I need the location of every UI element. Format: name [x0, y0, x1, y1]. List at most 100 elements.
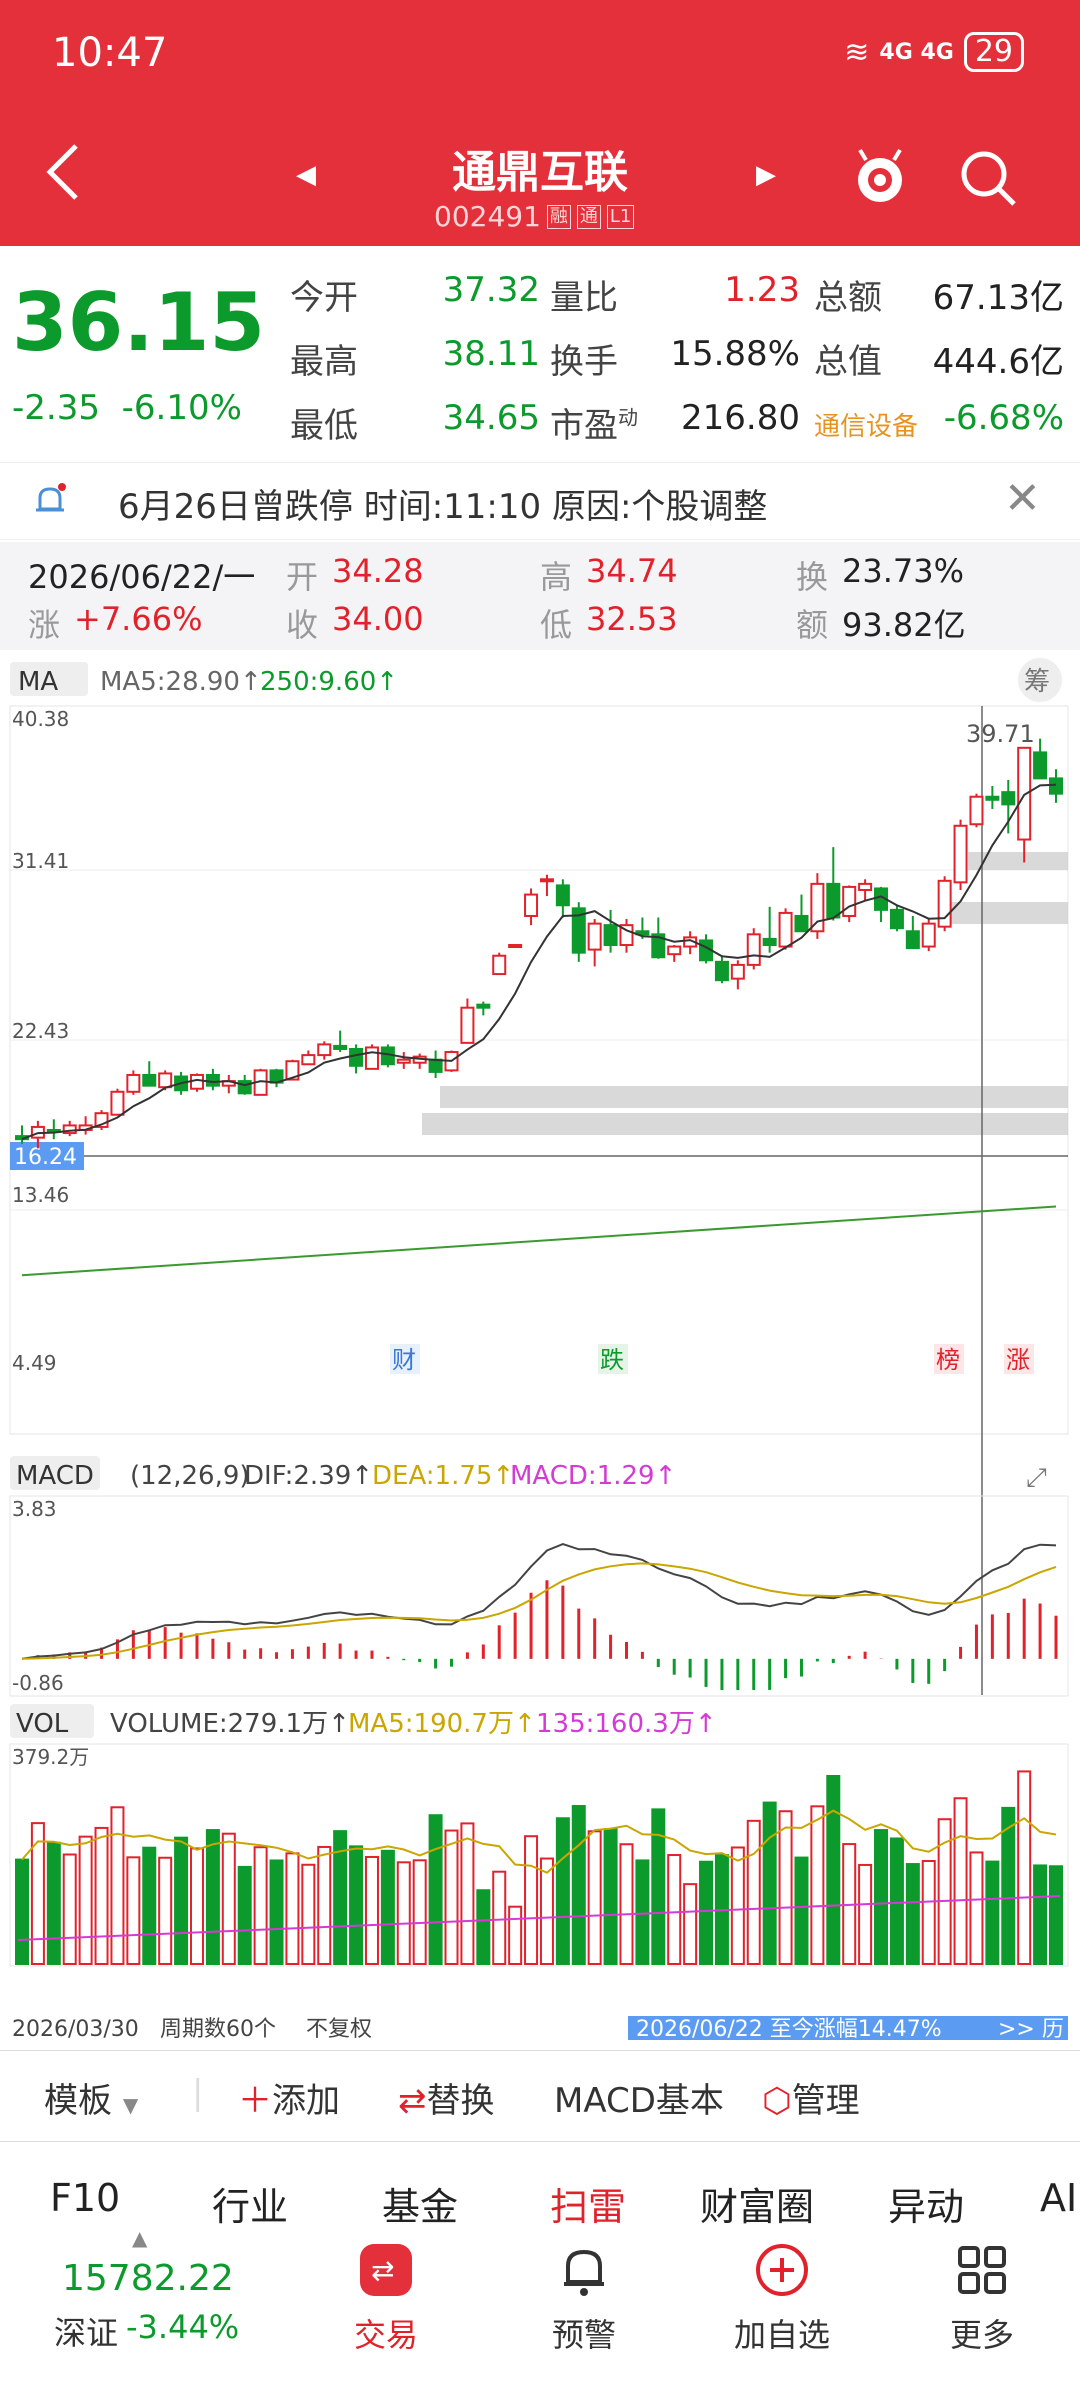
add-circle-icon [756, 2244, 808, 2296]
tag-level1: L1 [606, 204, 635, 229]
status-bar: 10:47 ≋ 4G 4G 29 [0, 0, 1080, 110]
volume-bar [15, 1858, 29, 1965]
previous-stock-icon[interactable]: ◀ [296, 160, 316, 190]
last-price: 36.15 [12, 276, 266, 369]
manage-label: 管理 [791, 2081, 860, 2121]
chip-button[interactable]: 筹 [1024, 667, 1050, 697]
bell-alert-icon [564, 2249, 604, 2296]
volume-bar [205, 1829, 220, 1966]
tab-industry[interactable]: 行业 [212, 2185, 289, 2229]
candle-body [762, 937, 777, 947]
volume-bar [1049, 1865, 1063, 1965]
tab-fund[interactable]: 基金 [382, 2185, 459, 2229]
more-button[interactable]: 更多 [912, 2226, 1052, 2376]
marker-finance[interactable]: 财 [392, 1346, 416, 1374]
candle-body [364, 1046, 379, 1070]
tab-ai[interactable]: AI [1040, 2176, 1078, 2220]
volume-bar [285, 1852, 300, 1965]
industry-link[interactable]: 通信设备 [814, 412, 919, 442]
volume-bar [126, 1856, 141, 1966]
add-watch-button[interactable]: 加自选 [712, 2226, 852, 2376]
candle-body [603, 924, 618, 947]
volume-bar [937, 1818, 952, 1965]
tab-anomaly[interactable]: 异动 [888, 2185, 965, 2229]
svg-text:⇄: ⇄ [371, 2254, 394, 2287]
stock-title: 通鼎互联 [452, 147, 628, 198]
candle-body [508, 944, 523, 949]
pe-label: 市盈动 [550, 398, 638, 447]
add-button[interactable]: ＋添加 [238, 2073, 340, 2122]
candle-body [730, 963, 745, 980]
tab-wealth-circle[interactable]: 财富圈 [700, 2185, 815, 2229]
replace-button[interactable]: ⇄替换 [398, 2073, 495, 2122]
volume-bar [30, 1822, 45, 1966]
macd-basic-button[interactable]: MACD基本 [554, 2081, 724, 2121]
back-arrow-icon[interactable] [40, 140, 88, 204]
ma-selector[interactable]: MA [18, 667, 58, 697]
candle-body [285, 1060, 300, 1081]
candle-body [476, 1003, 491, 1009]
day-amount-value: 93.82亿 [842, 606, 966, 644]
tab-scan[interactable]: 扫雷 [550, 2185, 627, 2229]
y-label-bottom: 4.49 [12, 1351, 57, 1375]
marker-rise[interactable]: 涨 [1006, 1346, 1030, 1374]
volume-bar [683, 1883, 698, 1966]
history-link[interactable]: >> 历 [998, 2017, 1064, 2040]
candle-body [571, 907, 586, 954]
close-icon[interactable]: ✕ [1004, 473, 1041, 524]
kline-chart[interactable]: MA MA5:28.90↑ 250:9.60↑ 筹 40.38 31.41 22… [0, 650, 1080, 2040]
day-rise-label: 涨 [28, 606, 61, 644]
macd-y-top: 3.83 [12, 1497, 57, 1521]
day-amount-label: 额 [796, 606, 829, 644]
y-label-2: 31.41 [12, 849, 69, 873]
pe-label-text: 市盈 [550, 406, 618, 446]
volume-bar [810, 1805, 825, 1965]
template-button[interactable]: 模板 ▼ [44, 2073, 138, 2122]
volume-bar [412, 1859, 427, 1965]
indicator-toolbar: 模板 ▼ | ＋添加 ⇄替换 MACD基本 ⬡管理 [0, 2050, 1080, 2142]
marker-fall[interactable]: 跌 [600, 1346, 624, 1374]
volume-ratio-label: 量比 [550, 278, 618, 318]
candle-body [889, 908, 904, 930]
limit-down-notice[interactable]: 6月26日曾跌停 时间:11:10 原因:个股调整 ✕ [0, 462, 1080, 540]
volume-bar [953, 1797, 968, 1965]
index-value[interactable]: 15782.22 [62, 2258, 234, 2299]
next-stock-icon[interactable]: ▶ [756, 160, 776, 190]
template-label: 模板 [44, 2081, 112, 2121]
grid-icon [958, 2246, 1006, 2294]
candle-body [205, 1073, 220, 1087]
volume-bar [78, 1835, 93, 1965]
range-change[interactable]: 2026/06/22 至今涨幅14.47% [636, 2017, 942, 2040]
bottom-nav: ▲ 15782.22 深证 -3.44% ⇄ 交易 预警 加自选 更多 [0, 2226, 1080, 2400]
vol-volume: VOLUME:279.1万↑ [110, 1709, 350, 1739]
tab-f10[interactable]: F10 [50, 2176, 121, 2220]
volume-bar [985, 1860, 1000, 1965]
low-value: 34.65 [442, 398, 540, 438]
candle-body [969, 795, 984, 826]
vol-selector[interactable]: VOL [16, 1709, 69, 1739]
manage-button[interactable]: ⬡管理 [762, 2073, 860, 2122]
robot-assistant-icon[interactable] [848, 144, 912, 208]
chevron-up-icon[interactable]: ▲ [132, 2226, 148, 2250]
macd-selector[interactable]: MACD [16, 1461, 94, 1491]
replace-label: 替换 [426, 2081, 495, 2121]
alert-button[interactable]: 预警 [514, 2226, 654, 2376]
candle-body [237, 1080, 252, 1095]
gear-icon: ⬡ [762, 2081, 792, 2121]
candle-body [539, 878, 554, 883]
search-icon[interactable] [956, 146, 1020, 210]
candle-body [714, 960, 729, 982]
candle-body [746, 933, 761, 966]
candle-body [587, 922, 602, 951]
low-label: 最低 [290, 406, 358, 446]
marker-list[interactable]: 榜 [936, 1346, 960, 1374]
volume-bar [428, 1814, 443, 1965]
y-label-4: 13.46 [12, 1183, 69, 1207]
volume-bar [444, 1829, 459, 1965]
volume-bar [333, 1830, 348, 1966]
macd-dif: DIF:2.39↑ [244, 1461, 373, 1491]
expand-icon[interactable]: ⤢ [1026, 1463, 1047, 1493]
index-name: 深证 [54, 2314, 119, 2352]
trade-button[interactable]: ⇄ 交易 [316, 2226, 456, 2376]
candle-body [301, 1054, 316, 1066]
